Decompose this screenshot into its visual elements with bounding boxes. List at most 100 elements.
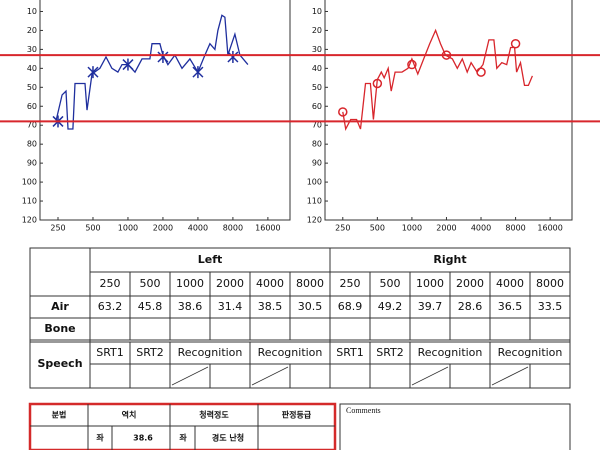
x-tick-label: 2000 bbox=[436, 224, 456, 233]
y-tick-label: 60 bbox=[312, 102, 322, 111]
summary-cell: 38.6 bbox=[133, 434, 153, 443]
x-tick-label: 500 bbox=[85, 224, 100, 233]
diagonal-slash bbox=[251, 366, 289, 386]
diagonal-slash bbox=[491, 366, 529, 386]
speech-header: SRT2 bbox=[136, 346, 164, 359]
frequency-cell: 8000 bbox=[536, 277, 564, 290]
threshold-marker bbox=[407, 59, 417, 70]
row-label: Bone bbox=[44, 322, 75, 335]
row-label: Speech bbox=[37, 357, 82, 370]
x-tick-label: 8000 bbox=[505, 224, 525, 233]
y-tick-label: 30 bbox=[27, 45, 37, 54]
y-tick-label: 120 bbox=[22, 216, 37, 225]
summary-frame bbox=[28, 402, 337, 450]
y-tick-label: 10 bbox=[312, 7, 322, 16]
air-value: 38.5 bbox=[258, 300, 283, 313]
frequency-cell: 2000 bbox=[456, 277, 484, 290]
frequency-cell: 1000 bbox=[176, 277, 204, 290]
y-tick-label: 10 bbox=[27, 7, 37, 16]
frequency-cell: 500 bbox=[380, 277, 401, 290]
x-tick-label: 500 bbox=[370, 224, 385, 233]
y-tick-label: 20 bbox=[27, 26, 37, 35]
speech-header: Recognition bbox=[258, 346, 323, 359]
x-tick-label: 8000 bbox=[223, 224, 243, 233]
side-header: Left bbox=[198, 253, 223, 266]
speech-header: SRT1 bbox=[96, 346, 124, 359]
x-tick-label: 250 bbox=[50, 224, 65, 233]
air-value: 33.5 bbox=[538, 300, 563, 313]
y-tick-label: 80 bbox=[27, 140, 37, 149]
air-value: 36.5 bbox=[498, 300, 523, 313]
y-tick-label: 90 bbox=[312, 159, 322, 168]
air-value: 39.7 bbox=[418, 300, 443, 313]
y-tick-label: 60 bbox=[27, 102, 37, 111]
air-value: 30.5 bbox=[298, 300, 323, 313]
x-tick-label: 250 bbox=[335, 224, 350, 233]
y-tick-label: 100 bbox=[22, 178, 37, 187]
air-value: 68.9 bbox=[338, 300, 363, 313]
threshold-marker bbox=[192, 66, 204, 79]
summary-header: 청력정도 bbox=[199, 410, 229, 420]
frequency-cell: 2000 bbox=[216, 277, 244, 290]
y-tick-label: 100 bbox=[307, 178, 322, 187]
comments-box bbox=[339, 403, 571, 450]
x-tick-label: 4000 bbox=[471, 224, 491, 233]
speech-header: Recognition bbox=[498, 346, 563, 359]
threshold-marker bbox=[87, 66, 99, 79]
diagonal-slash bbox=[171, 366, 209, 386]
y-tick-label: 50 bbox=[27, 83, 37, 92]
x-tick-label: 1000 bbox=[118, 224, 138, 233]
y-tick-label: 20 bbox=[312, 26, 322, 35]
summary-cell: 좌 bbox=[96, 433, 104, 443]
y-tick-label: 120 bbox=[307, 216, 322, 225]
frequency-cell: 1000 bbox=[416, 277, 444, 290]
y-tick-label: 80 bbox=[312, 140, 322, 149]
air-value: 31.4 bbox=[218, 300, 243, 313]
y-tick-label: 70 bbox=[27, 121, 37, 130]
x-tick-label: 4000 bbox=[188, 224, 208, 233]
summary-header: 역치 bbox=[122, 410, 137, 420]
frequency-cell: 8000 bbox=[296, 277, 324, 290]
speech-header: SRT1 bbox=[336, 346, 364, 359]
frequency-cell: 250 bbox=[340, 277, 361, 290]
frequency-cell: 250 bbox=[100, 277, 121, 290]
plot-frame bbox=[324, 0, 573, 221]
x-tick-label: 16000 bbox=[537, 224, 562, 233]
x-tick-label: 2000 bbox=[153, 224, 173, 233]
comments-title: Comments bbox=[346, 406, 381, 415]
side-header: Right bbox=[433, 253, 466, 266]
air-value: 28.6 bbox=[458, 300, 483, 313]
speech-header: Recognition bbox=[178, 346, 243, 359]
y-tick-label: 110 bbox=[307, 197, 322, 206]
frequency-cell: 4000 bbox=[256, 277, 284, 290]
threshold-marker bbox=[157, 50, 169, 63]
threshold-marker bbox=[122, 58, 134, 71]
x-tick-label: 1000 bbox=[402, 224, 422, 233]
y-tick-label: 110 bbox=[22, 197, 37, 206]
threshold-marker bbox=[227, 50, 239, 63]
plot-frame bbox=[39, 0, 291, 221]
frequency-cell: 4000 bbox=[496, 277, 524, 290]
air-value: 49.2 bbox=[378, 300, 403, 313]
hearing-line bbox=[342, 28, 533, 132]
air-value: 38.6 bbox=[178, 300, 203, 313]
summary-cell: 좌 bbox=[179, 433, 187, 443]
y-tick-label: 50 bbox=[312, 83, 322, 92]
summary-header: 분법 bbox=[52, 410, 67, 420]
air-value: 63.2 bbox=[98, 300, 123, 313]
hearing-line bbox=[55, 14, 249, 130]
speech-header: SRT2 bbox=[376, 346, 404, 359]
air-value: 45.8 bbox=[138, 300, 163, 313]
summary-header: 판정등급 bbox=[282, 410, 312, 420]
y-tick-label: 40 bbox=[312, 64, 322, 73]
y-tick-label: 70 bbox=[312, 121, 322, 130]
y-tick-label: 40 bbox=[27, 64, 37, 73]
frequency-cell: 500 bbox=[140, 277, 161, 290]
diagonal-slash bbox=[411, 366, 449, 386]
threshold-marker bbox=[372, 78, 383, 89]
threshold-marker bbox=[338, 107, 348, 117]
threshold-marker bbox=[476, 67, 486, 77]
y-tick-label: 30 bbox=[312, 45, 322, 54]
speech-header: Recognition bbox=[418, 346, 483, 359]
